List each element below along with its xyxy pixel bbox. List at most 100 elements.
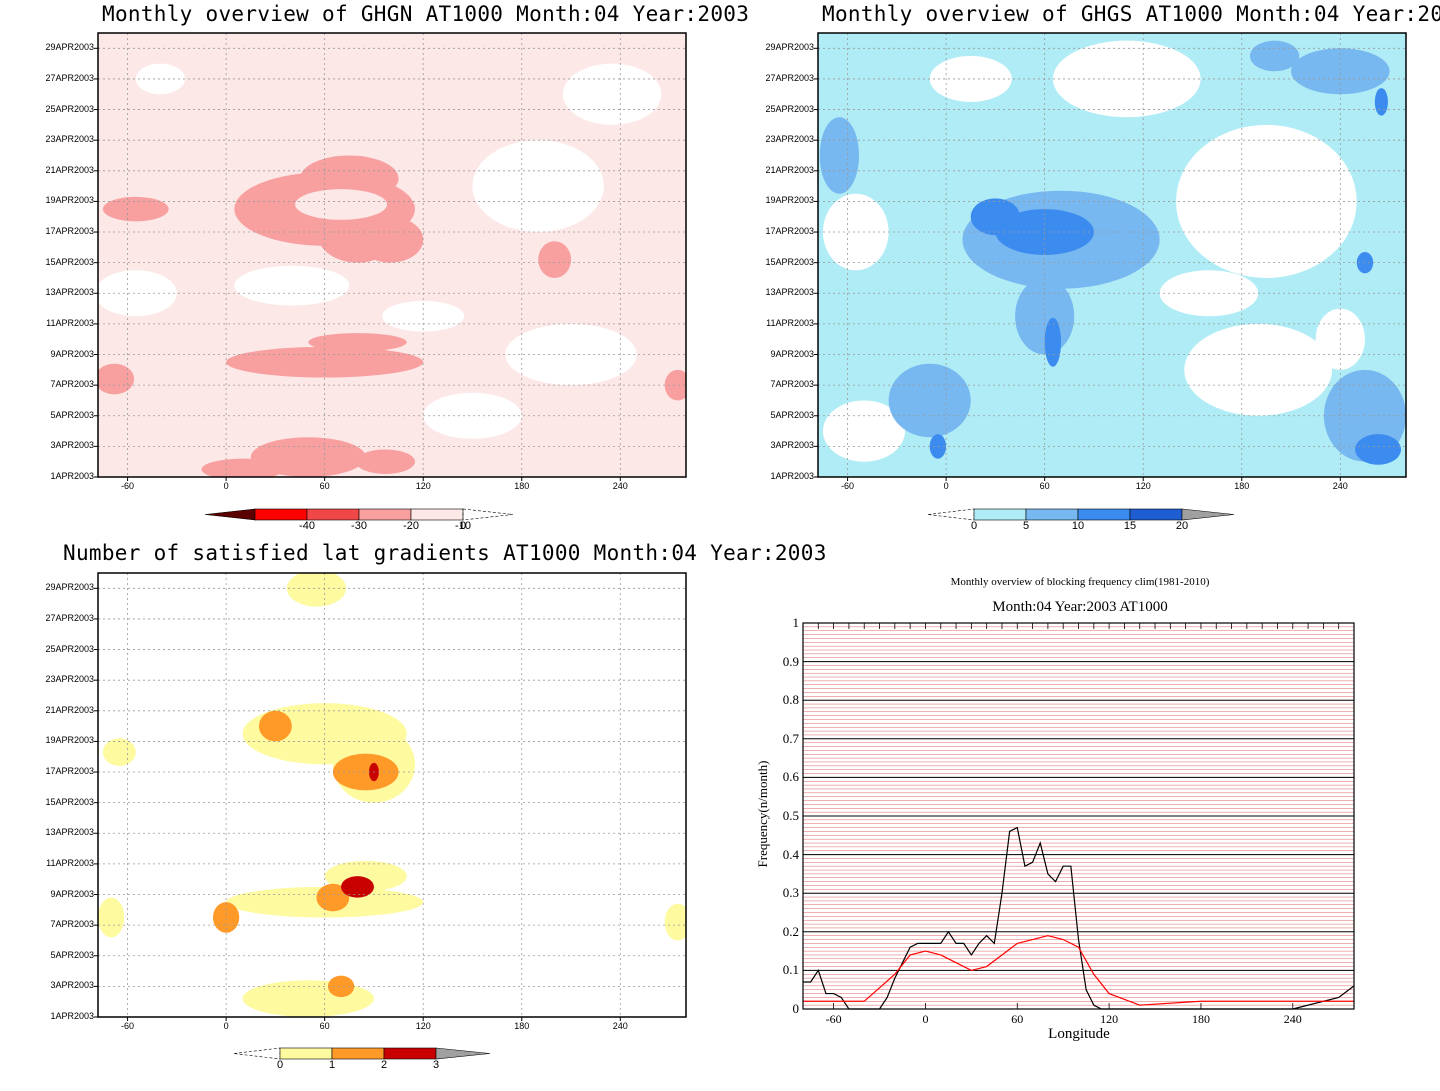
y-tick-label: 25APR2003 bbox=[45, 103, 94, 114]
y-tick-label: 7APR2003 bbox=[770, 379, 814, 390]
field-gap bbox=[1184, 323, 1333, 416]
field-blob bbox=[1355, 434, 1402, 465]
x-tick-label: 180 bbox=[1234, 481, 1250, 491]
y-tick-label: 11APR2003 bbox=[46, 857, 94, 868]
y-tick-label: 0 bbox=[792, 1001, 800, 1016]
field-blob bbox=[308, 333, 407, 352]
x-tick-label: 180 bbox=[514, 1021, 530, 1031]
field-gap bbox=[423, 392, 522, 439]
y-tick-label: 17APR2003 bbox=[45, 226, 94, 237]
y-tick-label: 0.2 bbox=[782, 923, 799, 939]
field-gap bbox=[562, 63, 662, 125]
colorbar-label: 0 bbox=[459, 520, 467, 532]
field-blob bbox=[102, 196, 169, 222]
colorbar-label: 2 bbox=[380, 1059, 388, 1071]
ghgn-title: Monthly overview of GHGN AT1000 Month:04… bbox=[102, 2, 750, 26]
field-gap bbox=[1052, 40, 1201, 118]
colorbar-label: 0 bbox=[276, 1059, 284, 1071]
grad-title: Number of satisfied lat gradients AT1000… bbox=[63, 541, 827, 565]
field-blob bbox=[538, 241, 572, 278]
x-tick-label: 120 bbox=[1135, 481, 1151, 491]
y-tick-label: 15APR2003 bbox=[45, 796, 94, 807]
field-blob bbox=[355, 449, 415, 474]
y-tick-label: 5APR2003 bbox=[770, 409, 814, 420]
colorbar-arrow bbox=[1181, 508, 1235, 521]
ghgs-plot bbox=[814, 32, 1407, 521]
y-tick-label: 11APR2003 bbox=[46, 317, 94, 328]
field-blob bbox=[98, 897, 125, 938]
x-tick-label: 240 bbox=[612, 1021, 628, 1031]
field-gap bbox=[929, 55, 1012, 102]
field-blob bbox=[327, 975, 355, 998]
x-tick-label: 120 bbox=[1100, 1012, 1119, 1026]
freq-title: Monthly overview of blocking frequency c… bbox=[950, 576, 1210, 588]
colorbar-label: 0 bbox=[970, 520, 978, 532]
x-tick-label: 60 bbox=[1039, 481, 1050, 491]
colorbar-arrow bbox=[435, 1047, 491, 1060]
field-gap bbox=[234, 265, 350, 306]
y-tick-label: 29APR2003 bbox=[45, 42, 94, 53]
field-blob bbox=[201, 458, 284, 477]
y-tick-label: 17APR2003 bbox=[765, 226, 814, 237]
colorbar-label: -40 bbox=[299, 520, 315, 532]
x-tick-label: -60 bbox=[841, 481, 855, 491]
field-blob bbox=[664, 369, 686, 401]
y-tick-label: 13APR2003 bbox=[765, 287, 814, 298]
x-tick-label: -60 bbox=[121, 481, 135, 491]
y-tick-label: 0.5 bbox=[782, 808, 799, 823]
field-blob bbox=[1374, 88, 1388, 116]
plot-frame bbox=[97, 32, 687, 478]
colorbar-arrow bbox=[462, 508, 514, 521]
field-blob bbox=[929, 434, 947, 459]
x-tick-label: 120 bbox=[415, 1021, 431, 1031]
colorbar-label: 15 bbox=[1123, 520, 1137, 532]
y-tick-label: 27APR2003 bbox=[765, 72, 814, 83]
x-tick-label: 0 bbox=[922, 1012, 929, 1026]
field-blob bbox=[258, 710, 292, 742]
x-tick-label: 0 bbox=[943, 481, 949, 491]
y-tick-label: 11APR2003 bbox=[766, 317, 814, 328]
y-tick-label: 0.9 bbox=[782, 653, 799, 669]
plot-frame bbox=[97, 572, 687, 1018]
freq-subtitle: Month:04 Year:2003 AT1000 bbox=[992, 599, 1168, 615]
field-gap bbox=[505, 323, 637, 386]
field-gap bbox=[1176, 124, 1357, 278]
y-tick-label: 9APR2003 bbox=[50, 888, 94, 899]
colorbar-label: 20 bbox=[1175, 520, 1189, 532]
y-tick-label: 23APR2003 bbox=[45, 674, 94, 685]
field-hole bbox=[295, 189, 388, 220]
y-tick-label: 21APR2003 bbox=[45, 704, 94, 715]
y-tick-label: 21APR2003 bbox=[45, 164, 94, 175]
y-tick-label: 15APR2003 bbox=[765, 256, 814, 267]
ghgs-title: Monthly overview of GHGS AT1000 Month:04… bbox=[822, 2, 1440, 26]
y-tick-label: 27APR2003 bbox=[45, 72, 94, 83]
y-tick-label: 0.7 bbox=[782, 730, 799, 746]
y-tick-label: 13APR2003 bbox=[45, 827, 94, 838]
field-gap bbox=[822, 193, 889, 271]
y-tick-label: 0.3 bbox=[782, 885, 799, 901]
y-tick-label: 1APR2003 bbox=[50, 1011, 94, 1021]
plot-frame bbox=[802, 622, 1355, 1010]
x-tick-label: -60 bbox=[825, 1012, 842, 1026]
y-tick-label: 0.8 bbox=[782, 692, 799, 708]
y-tick-label: 29APR2003 bbox=[765, 42, 814, 53]
y-tick-label: 5APR2003 bbox=[50, 949, 94, 960]
x-tick-label: 240 bbox=[1332, 481, 1348, 491]
y-tick-label: 5APR2003 bbox=[50, 409, 94, 420]
x-tick-label: 60 bbox=[1011, 1012, 1024, 1026]
y-tick-label: 3APR2003 bbox=[50, 440, 94, 451]
field-blob bbox=[286, 573, 347, 607]
field-blob bbox=[98, 363, 135, 395]
heatmap-field bbox=[98, 33, 686, 477]
colorbar-label: 5 bbox=[1022, 520, 1030, 532]
colorbar-label: -10 bbox=[455, 520, 471, 532]
x-tick-label: 240 bbox=[612, 481, 628, 491]
y-tick-label: 1 bbox=[792, 615, 800, 630]
y-tick-label: 19APR2003 bbox=[45, 735, 94, 746]
y-tick-label: 17APR2003 bbox=[45, 766, 94, 777]
colorbar-label: -30 bbox=[351, 520, 367, 532]
x-tick-label: 180 bbox=[1191, 1012, 1210, 1026]
field-gap bbox=[135, 63, 186, 95]
x-tick-label: -60 bbox=[121, 1021, 135, 1031]
